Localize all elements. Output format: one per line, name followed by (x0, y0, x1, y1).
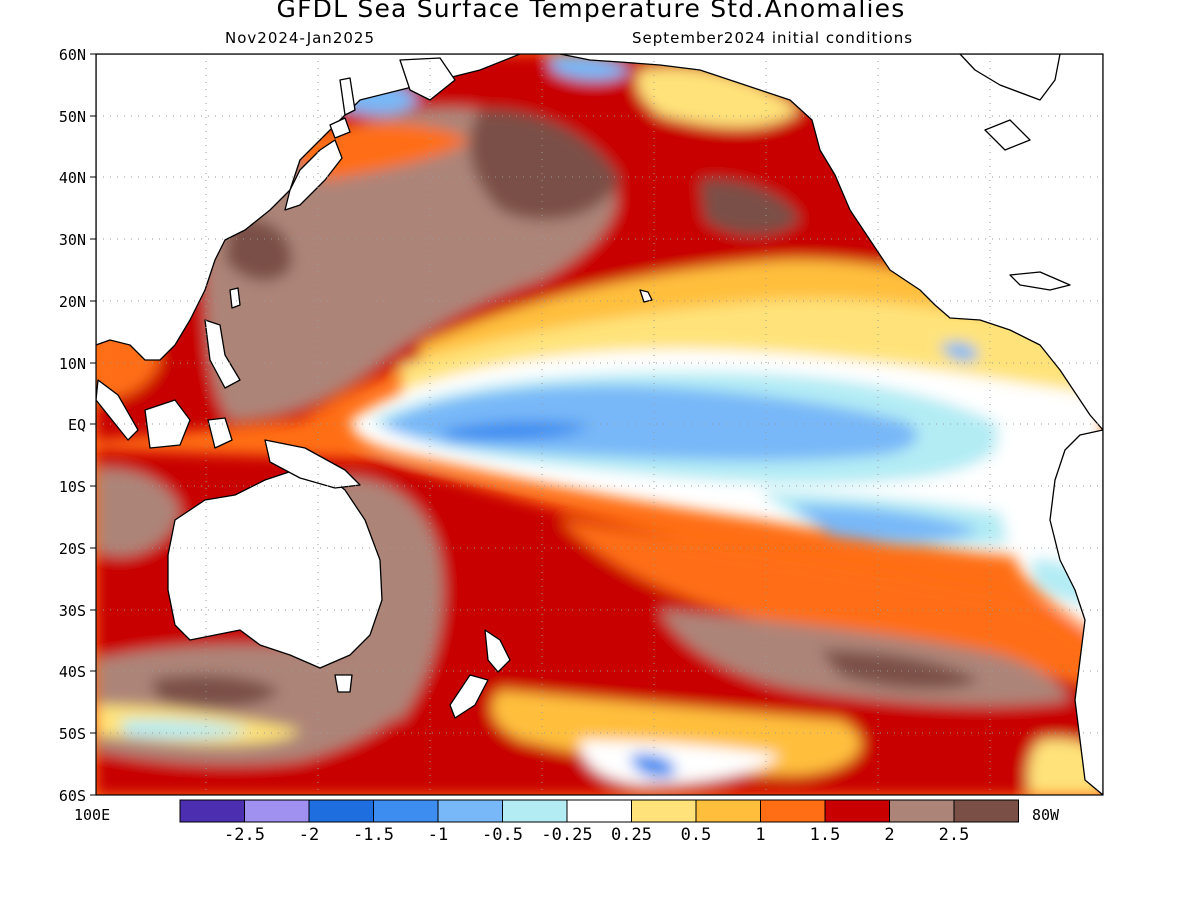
colorbar-swatch (502, 799, 568, 823)
cold-tongue-blue (380, 385, 918, 461)
colorbar-label: -2 (299, 825, 319, 845)
hudson-shore (984, 119, 1031, 151)
lat-label-10s: 10S (59, 478, 86, 496)
hokkaido (329, 117, 351, 139)
initial-conditions: September2024 initial conditions (632, 29, 914, 47)
lat-label-40n: 40N (59, 169, 86, 187)
colorbar-swatch (631, 799, 697, 823)
south-blue-spot (630, 753, 676, 778)
south-pacific-orange-band (560, 520, 1103, 690)
new-zealand-north (484, 629, 511, 673)
lat-label-60n: 60N (59, 46, 86, 64)
sumatra (96, 379, 139, 441)
north-america (559, 54, 1103, 431)
colorbar-label: -0.25 (541, 825, 592, 845)
lat-ticks (90, 53, 96, 796)
colorbar-swatch (953, 799, 1019, 823)
southern-ocean-dark (150, 674, 280, 708)
anomaly-field (96, 54, 1103, 795)
colorbar-swatch (760, 799, 826, 823)
colorbar-label: -2.5 (224, 825, 265, 845)
colorbar-swatch (308, 799, 374, 823)
colorbar-swatch (179, 799, 245, 823)
new-zealand-south (449, 674, 489, 719)
north-pacific-dark-patch-3 (700, 179, 800, 235)
australia (167, 469, 383, 669)
lon-label-right: 80W (1032, 806, 1060, 824)
arctic-islands (959, 54, 1061, 101)
colorbar-label: 0.5 (681, 825, 712, 845)
gulf-alaska-yellow (636, 67, 800, 128)
lat-label-30n: 30N (59, 231, 86, 249)
kamchatka (399, 57, 456, 101)
colorbar-label: 1.5 (810, 825, 841, 845)
map-title: GFDL Sea Surface Temperature Std.Anomali… (276, 0, 906, 23)
colorbar-swatch (824, 799, 890, 823)
colorbar-label: -1 (428, 825, 448, 845)
south-pacific-dark (820, 650, 980, 690)
south-america (1049, 429, 1103, 795)
indian-ocean-brown (96, 469, 180, 556)
lat-label-eq: EQ (68, 416, 86, 434)
southeast-pacific-blue (790, 505, 980, 542)
forecast-period: Nov2024-Jan2025 (225, 29, 375, 47)
central-america-blue (940, 342, 979, 362)
lat-label-10n: 10N (59, 355, 86, 373)
colorbar-label: -1.5 (353, 825, 394, 845)
cuba (1009, 271, 1071, 291)
lat-label-60s: 60S (59, 787, 86, 805)
sulawesi (207, 417, 233, 449)
north-pacific-dark-patch-2 (225, 218, 292, 281)
lat-label-50n: 50N (59, 108, 86, 126)
southern-ocean-blue (120, 719, 250, 739)
lat-labels: 60N 50N 40N 30N 20N 10N EQ 10S 20S 30S 4… (59, 46, 86, 805)
taiwan (229, 287, 241, 309)
land-masses (96, 54, 1103, 795)
colorbar-label: 1 (755, 825, 765, 845)
kuroshio-orange (296, 123, 470, 180)
colorbar-swatch (437, 799, 503, 823)
colorbar: -2.5 -2 -1.5 -1 -0.5 -0.25 0.25 0.5 1 1.5 2 2.5 (179, 799, 1019, 845)
lon-label-left: 100E (74, 806, 110, 824)
sakhalin (339, 77, 356, 116)
lat-label-40s: 40S (59, 663, 86, 681)
lat-label-20n: 20N (59, 293, 86, 311)
hawaii (639, 289, 653, 303)
colorbar-swatch (566, 799, 632, 823)
japan (284, 139, 343, 211)
colorbar-label: 2.5 (939, 825, 970, 845)
new-guinea (264, 439, 361, 489)
south-white-band (580, 740, 780, 785)
colorbar-label: 0.25 (611, 825, 652, 845)
colorbar-swatch (695, 799, 761, 823)
lat-label-20s: 20S (59, 540, 86, 558)
north-pacific-dark-patch (469, 109, 620, 220)
cold-tongue-core (440, 420, 590, 441)
colorbar-swatch (244, 799, 310, 823)
lat-label-30s: 30S (59, 602, 86, 620)
colorbar-swatch (889, 799, 955, 823)
tasmania (334, 674, 353, 693)
lat-label-50s: 50S (59, 725, 86, 743)
colorbar-label: -0.5 (482, 825, 523, 845)
colorbar-label: 2 (884, 825, 894, 845)
borneo (144, 399, 191, 449)
colorbar-swatch (373, 799, 439, 823)
philippines (204, 319, 241, 389)
